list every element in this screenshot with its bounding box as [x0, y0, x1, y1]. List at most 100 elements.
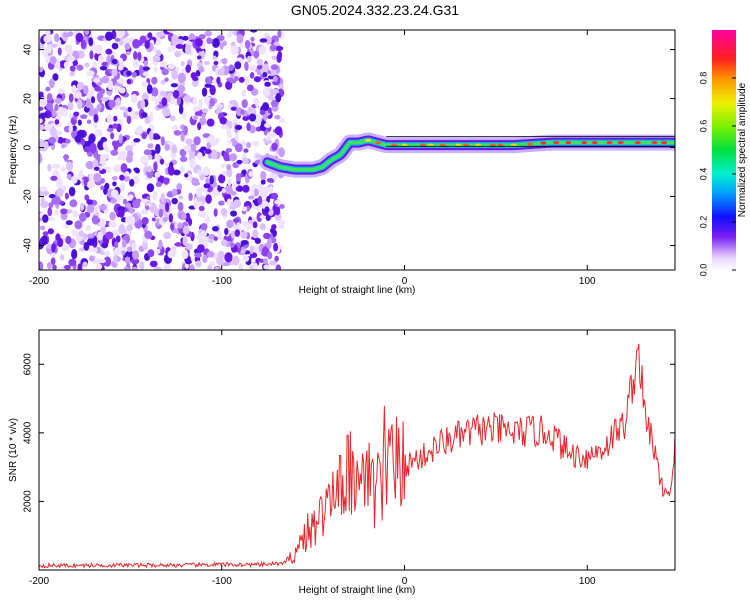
spectrogram-noise-cell — [133, 138, 141, 143]
spectrogram-ridge-peak — [581, 141, 588, 145]
spectrogram-noise-cell — [163, 232, 172, 240]
spectrogram-noise-cell — [171, 144, 177, 154]
spectrogram-noise-cell — [227, 178, 232, 187]
spectrogram-noise-cell — [111, 229, 120, 236]
spectrogram-noise-cell — [74, 220, 83, 230]
spectrogram-noise-cell — [109, 211, 116, 221]
spectrogram-ridge-peak — [661, 141, 668, 145]
spectrogram-noise-cell — [212, 37, 220, 48]
spectrogram-noise-cell — [107, 80, 114, 91]
spectrogram-noise-cell — [153, 66, 159, 73]
spectrogram-noise-cell — [168, 213, 174, 223]
spectrogram-noise-cell — [274, 126, 283, 136]
spectrogram-noise-cell — [142, 71, 149, 77]
spectrogram-noise-cell — [170, 83, 179, 88]
spectrogram-noise-cell — [140, 198, 149, 204]
spectrogram-noise-cell — [270, 88, 280, 95]
spectrogram-noise-cell — [264, 81, 271, 87]
spectrogram-noise-cell — [43, 140, 49, 150]
spectrogram-noise-cell — [50, 175, 58, 181]
spectrogram-noise-cell — [266, 196, 271, 203]
snr-background — [39, 330, 675, 570]
spectrogram-noise-cell — [85, 98, 91, 109]
spectrogram-noise-cell — [234, 124, 243, 131]
spectrogram-noise-cell — [159, 61, 168, 68]
spectrogram-noise-cell — [246, 84, 254, 92]
spectrogram-noise-cell — [241, 220, 249, 227]
snr-y-tick-label: 6000 — [23, 353, 34, 376]
spectrogram-noise-cell — [65, 138, 71, 144]
spectrogram-noise-cell — [127, 150, 134, 157]
spectrogram-noise-cell — [141, 66, 151, 71]
spectrogram-noise-cell — [278, 118, 286, 124]
spectrogram-heatmap — [39, 30, 675, 270]
spectrogram-noise-cell — [174, 50, 182, 58]
spectrogram-noise-cell — [224, 185, 233, 195]
spectrogram-noise-cell — [100, 177, 105, 184]
spectrogram-noise-cell — [127, 106, 132, 113]
spectrogram-noise-cell — [192, 97, 197, 106]
spectrogram-noise-cell — [94, 44, 103, 55]
spectrogram-x-tick-label: -200 — [29, 276, 49, 287]
spectrogram-noise-cell — [260, 179, 266, 185]
spectrogram-noise-cell — [39, 118, 43, 124]
spectrogram-noise-cell — [197, 169, 203, 176]
spectrogram-noise-cell — [276, 53, 282, 63]
spectrogram-noise-cell — [71, 229, 78, 237]
spectrogram-noise-cell — [118, 87, 126, 94]
spectrogram-noise-cell — [262, 71, 268, 78]
spectrogram-noise-cell — [146, 165, 153, 173]
spectrogram-ridge-peak — [364, 138, 371, 142]
spectrogram-noise-cell — [119, 106, 127, 111]
spectrogram-noise-cell — [160, 79, 166, 85]
spectrogram-noise-cell — [181, 112, 187, 119]
spectrogram-noise-cell — [167, 250, 176, 259]
spectrogram-noise-cell — [171, 197, 178, 205]
spectrogram-noise-cell — [44, 124, 53, 131]
spectrogram-noise-cell — [63, 61, 69, 69]
spectrogram-noise-cell — [201, 87, 208, 97]
spectrogram-noise-cell — [171, 70, 178, 80]
snr-y-ticks: 2000 4000 6000 — [23, 353, 675, 513]
spectrogram-noise-cell — [197, 244, 205, 253]
spectrogram-noise-cell — [110, 149, 119, 156]
spectrogram-noise-cell — [94, 86, 102, 92]
spectrogram-noise-cell — [201, 108, 209, 114]
spectrogram-noise-cell — [262, 87, 271, 98]
spectrogram-noise-cell — [188, 192, 193, 202]
spectrogram-noise-cell — [88, 133, 96, 144]
spectrogram-noise-cell — [226, 219, 234, 229]
spectrogram-noise-cell — [54, 33, 60, 43]
spectrogram-noise-cell — [174, 242, 183, 247]
spectrogram-noise-cell — [141, 92, 149, 103]
spectrogram-noise-cell — [113, 141, 119, 151]
spectrogram-y-ticks: -40 -20 0 20 40 — [23, 44, 675, 253]
snr-x-axis-label: Height of straight line (km) — [299, 585, 416, 596]
spectrogram-noise-cell — [96, 104, 102, 112]
snr-y-axis-label: SNR (10 * v/v) — [8, 418, 19, 482]
spectrogram-noise-cell — [103, 256, 112, 267]
spectrogram-noise-cell — [160, 136, 165, 146]
spectrogram-noise-cell — [250, 187, 255, 198]
spectrogram-noise-cell — [51, 243, 56, 253]
spectrogram-noise-cell — [144, 115, 151, 125]
spectrogram-noise-cell — [137, 51, 142, 61]
spectrogram-noise-cell — [213, 60, 219, 66]
spectrogram-noise-cell — [122, 37, 131, 44]
spectrogram-ridge-peak — [391, 143, 398, 147]
spectrogram-noise-cell — [64, 192, 69, 200]
spectrogram-noise-cell — [86, 199, 94, 205]
spectrogram-noise-cell — [141, 132, 147, 140]
spectrogram-noise-cell — [254, 114, 262, 125]
spectrogram-noise-cell — [135, 126, 144, 135]
spectrogram-noise-cell — [249, 64, 257, 72]
spectrogram-noise-cell — [147, 32, 153, 39]
spectrogram-noise-cell — [167, 63, 175, 70]
spectrogram-noise-cell — [216, 255, 224, 266]
spectrogram-noise-cell — [179, 148, 187, 157]
spectrogram-noise-cell — [198, 33, 206, 40]
spectrogram-noise-cell — [164, 111, 172, 116]
spectrogram-noise-cell — [110, 198, 117, 204]
spectrogram-noise-cell — [139, 64, 144, 75]
